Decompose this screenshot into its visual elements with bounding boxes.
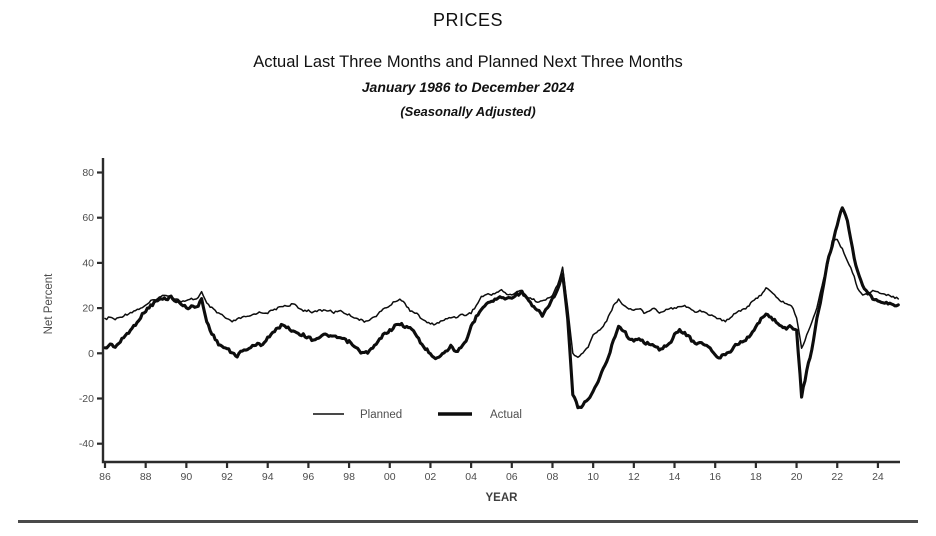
chart-title: PRICES xyxy=(432,10,504,30)
x-axis-tick-label: 16 xyxy=(709,471,721,483)
x-axis-tick-label: 00 xyxy=(384,471,396,483)
bottom-divider xyxy=(18,520,918,523)
y-axis-tick-label: 80 xyxy=(82,167,94,179)
x-axis-tick-label: 96 xyxy=(303,471,315,483)
x-axis-tick-label: 08 xyxy=(547,471,559,483)
x-axis-tick-label: 12 xyxy=(628,471,640,483)
x-axis-tick-label: 02 xyxy=(425,471,437,483)
x-axis-tick-label: 18 xyxy=(750,471,762,483)
x-axis-tick-label: 14 xyxy=(669,471,681,483)
y-axis-tick-label: 20 xyxy=(82,303,94,315)
y-axis-tick-label: 60 xyxy=(82,212,94,224)
legend-planned-label: Planned xyxy=(360,409,402,421)
x-axis-tick-label: 94 xyxy=(262,471,274,483)
x-axis-tick-label: 22 xyxy=(831,471,843,483)
x-axis-tick-label: 10 xyxy=(587,471,599,483)
x-axis-tick-label: 90 xyxy=(181,471,193,483)
x-axis-title: YEAR xyxy=(486,492,519,504)
chart-subtitle: Actual Last Three Months and Planned Nex… xyxy=(253,53,683,71)
chart-period: January 1986 to December 2024 xyxy=(361,79,575,95)
x-axis-tick-label: 24 xyxy=(872,471,884,483)
legend-actual-label: Actual xyxy=(490,409,522,421)
x-axis-tick-label: 06 xyxy=(506,471,518,483)
y-axis-tick-label: -40 xyxy=(79,438,94,450)
y-axis-title: Net Percent xyxy=(43,273,55,335)
x-axis-tick-label: 92 xyxy=(221,471,233,483)
x-axis-tick-label: 98 xyxy=(343,471,355,483)
x-axis-tick-label: 86 xyxy=(99,471,111,483)
x-axis-tick-label: 88 xyxy=(140,471,152,483)
planned-line xyxy=(104,238,900,359)
x-axis-tick-label: 20 xyxy=(791,471,803,483)
x-axis-tick-label: 04 xyxy=(465,471,477,483)
actual-line xyxy=(103,206,900,410)
chart-note: (Seasonally Adjusted) xyxy=(400,104,536,119)
y-axis-tick-label: -20 xyxy=(79,393,94,405)
y-axis-tick-label: 0 xyxy=(88,348,94,360)
y-axis-tick-label: 40 xyxy=(82,257,94,269)
